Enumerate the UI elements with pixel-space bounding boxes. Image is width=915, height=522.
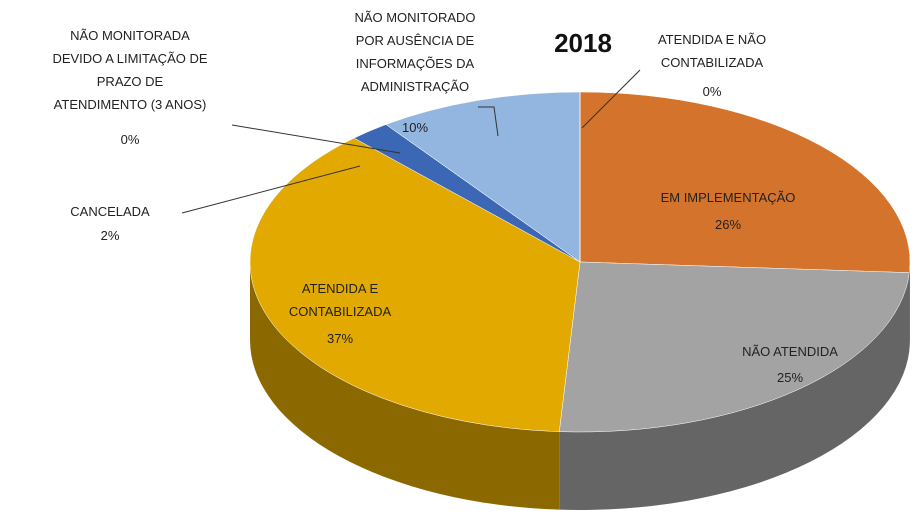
slice-label: ATENDIDA E CONTABILIZADA <box>288 281 392 319</box>
value-label: 25% <box>776 370 804 385</box>
slice-label: NÃO ATENDIDA <box>742 344 838 359</box>
slice-side <box>559 272 910 511</box>
slice <box>579 91 911 273</box>
leader-line <box>581 69 641 129</box>
value-label: 10% <box>401 120 429 135</box>
value-label: 2% <box>100 228 120 243</box>
slice-side <box>250 262 560 510</box>
value-label: 37% <box>326 331 354 346</box>
slice-label: ATENDIDA E NÃO CONTABILIZADA <box>657 32 767 70</box>
slice-side <box>909 262 910 351</box>
slice <box>385 91 581 263</box>
value-label: 26% <box>714 217 742 232</box>
slice-label: CANCELADA <box>70 204 150 219</box>
value-label: 0% <box>120 132 140 147</box>
slice <box>558 261 910 433</box>
leader-line <box>181 165 361 214</box>
slice-label: NÃO MONITORADO POR AUSÊNCIA DE INFORMAÇÕ… <box>354 10 476 94</box>
value-label: 0% <box>702 84 722 99</box>
leader-line <box>231 124 401 154</box>
slice-label: EM IMPLEMENTAÇÃO <box>660 190 796 205</box>
slice-label: NÃO MONITORADA DEVIDO A LIMITAÇÃO DE PRA… <box>52 28 208 112</box>
leader-line <box>478 106 499 137</box>
slice <box>249 137 581 432</box>
chart-title: 2018 <box>554 28 612 58</box>
